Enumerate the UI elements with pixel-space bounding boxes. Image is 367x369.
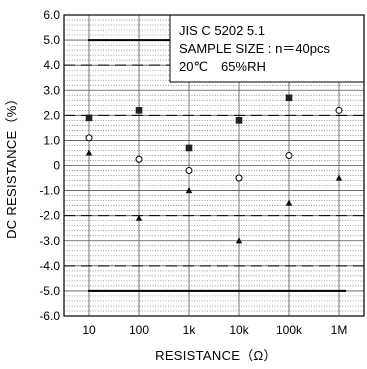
square-marker	[135, 107, 143, 114]
triangle-marker	[185, 186, 193, 194]
triangle-marker	[135, 214, 143, 221]
open-circle-marker	[185, 167, 193, 175]
y-tick-label: 1.0	[43, 133, 60, 147]
x-tick-label: 100k	[276, 323, 303, 337]
open-circle-marker	[135, 155, 143, 163]
x-tick-label: 10	[82, 323, 96, 337]
y-tick-label: 2.0	[43, 108, 60, 122]
plot-frame	[63, 14, 365, 317]
y-tick-label: -4.0	[39, 259, 60, 273]
x-axis-title: RESISTANCE（Ω）	[155, 348, 277, 363]
note-line-2: SAMPLE SIZE : n＝40pcs	[179, 41, 331, 56]
y-tick-label: 6.0	[43, 8, 60, 22]
open-circle-marker	[285, 151, 293, 159]
y-tick-label: -3.0	[39, 234, 60, 248]
test-conditions-box: JIS C 5202 5.1 SAMPLE SIZE : n＝40pcs 20℃…	[169, 14, 365, 83]
x-tick-label: 1M	[331, 323, 348, 337]
square-marker	[285, 94, 293, 102]
x-tick-label: 100	[129, 323, 149, 337]
y-axis-title: DC RESISTANCE（%）	[4, 92, 19, 239]
x-tick-label: 1k	[183, 323, 197, 337]
x-tick-labels: 10 100 1k 10k 100k 1M	[82, 323, 347, 337]
y-tick-label: -6.0	[39, 309, 60, 323]
triangle-marker	[335, 174, 343, 181]
open-circle-marker	[85, 134, 93, 142]
triangle-marker	[85, 149, 93, 156]
triangle-marker	[235, 237, 243, 244]
y-tick-label: 0	[53, 159, 60, 173]
y-tick-label: 3.0	[43, 83, 60, 97]
data-points	[85, 94, 343, 244]
triangle-marker	[285, 199, 293, 206]
y-tick-label: -1.0	[39, 184, 60, 198]
x-tick-label: 10k	[229, 323, 249, 337]
note-line-1: JIS C 5202 5.1	[179, 23, 265, 38]
square-marker	[85, 114, 93, 122]
y-tick-labels: 6.0 5.0 4.0 3.0 2.0 1.0 0 -1.0 -2.0 -3.0 -4.0 -5.0 -…	[39, 8, 60, 323]
note-line-3: 20℃ 65%RH	[179, 59, 266, 74]
y-tick-label: -2.0	[39, 209, 60, 223]
square-marker	[185, 144, 193, 152]
open-circle-marker	[235, 174, 243, 182]
open-circle-marker	[335, 106, 343, 114]
square-marker	[235, 117, 243, 124]
y-tick-label: 4.0	[43, 58, 60, 72]
y-tick-label: 5.0	[43, 33, 60, 47]
y-tick-label: -5.0	[39, 284, 60, 298]
